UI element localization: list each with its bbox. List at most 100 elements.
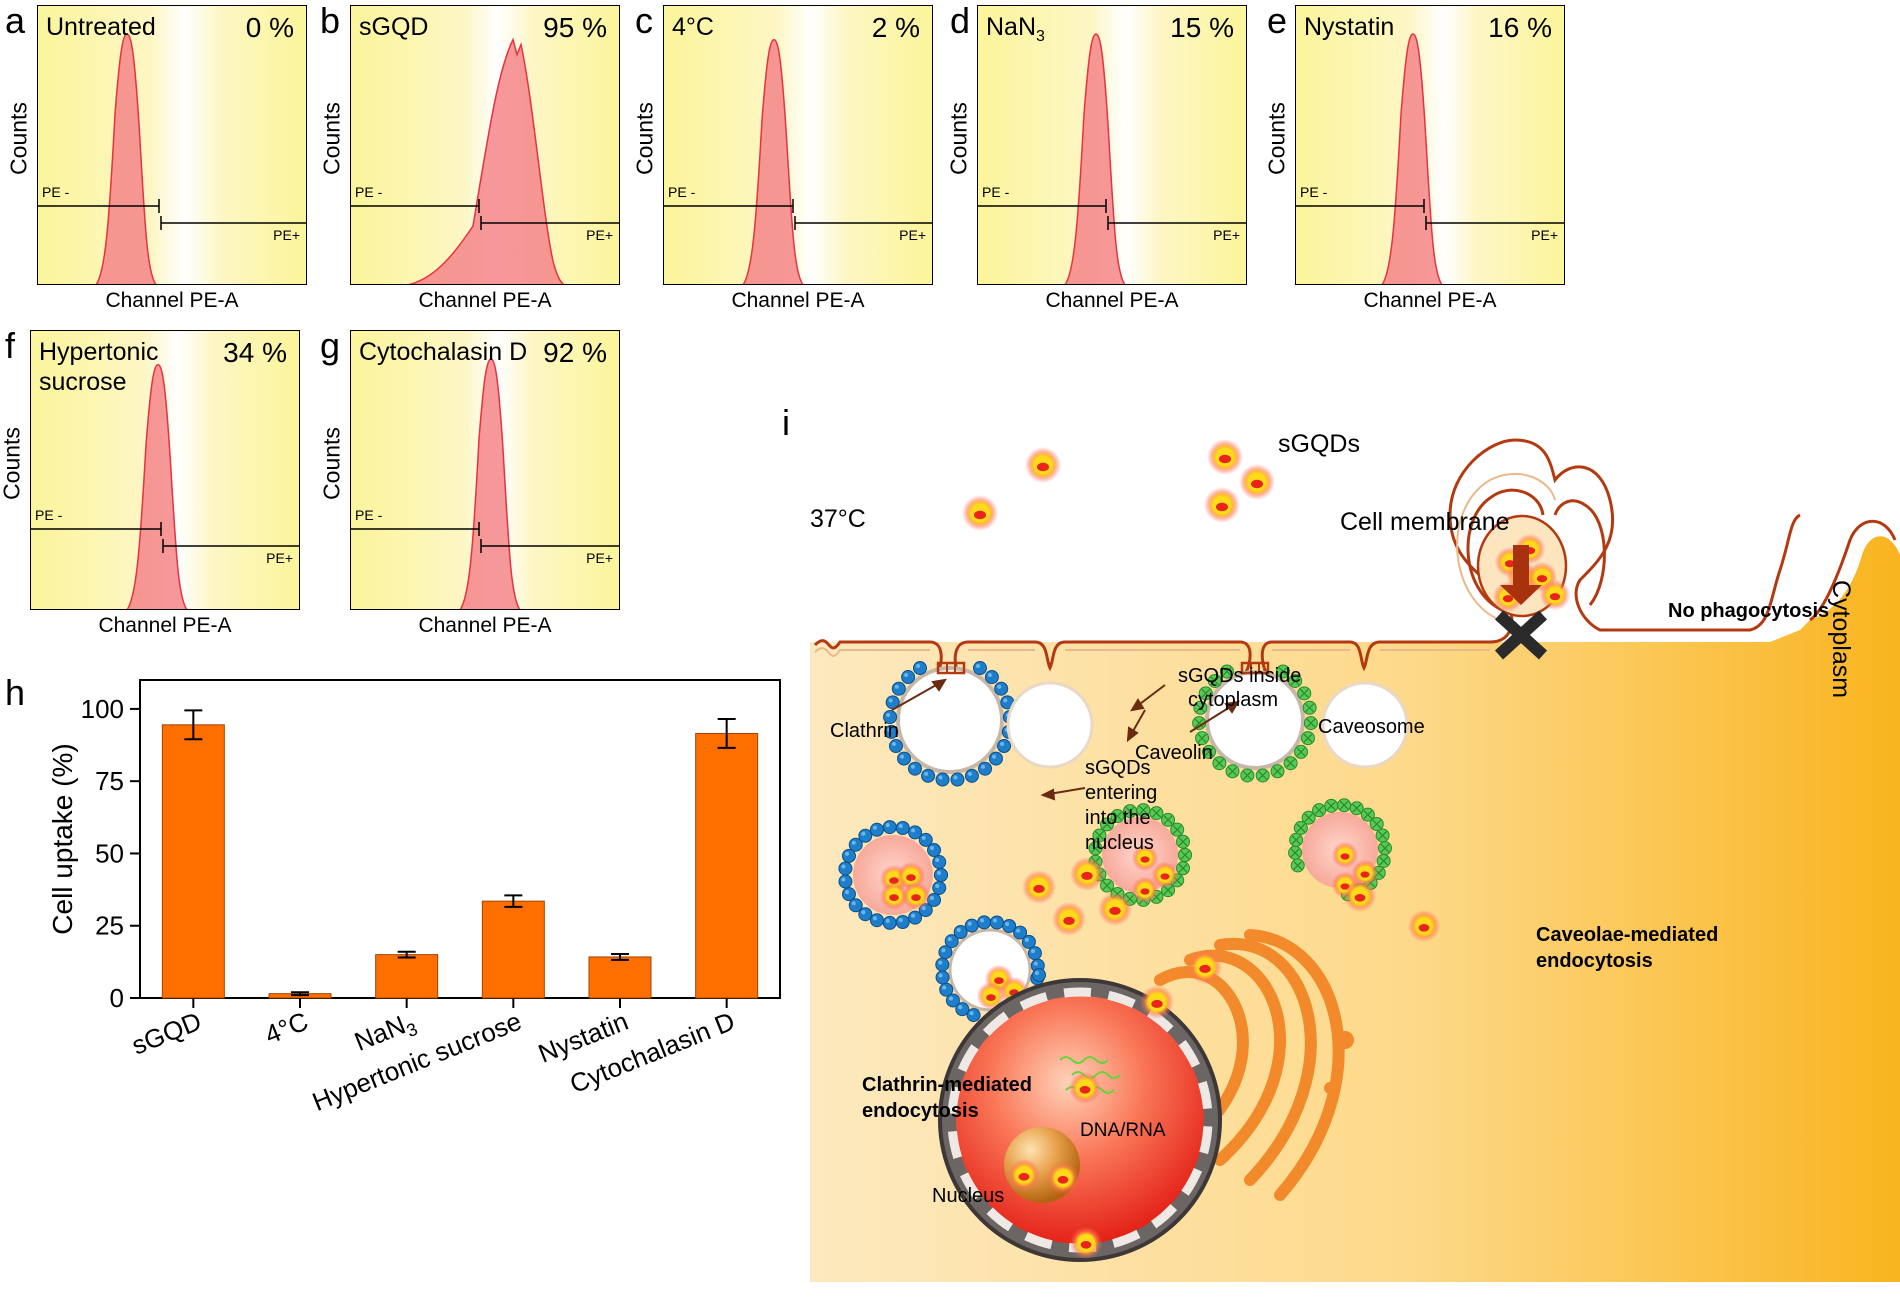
histogram-c: 4°C 2 % PE - PE+ xyxy=(663,5,933,285)
x-tick-label: sGQD xyxy=(127,1006,205,1061)
positive-percent: 95 % xyxy=(543,12,607,43)
histogram-y-label: Counts xyxy=(318,427,345,500)
gate-positive-label: PE+ xyxy=(586,550,613,566)
sgqd-dot xyxy=(1021,869,1057,905)
gate-negative-label: PE - xyxy=(355,507,383,523)
clathrin-bead xyxy=(907,761,922,776)
gate-positive-label: PE+ xyxy=(586,227,613,243)
nuclear-envelope-segment xyxy=(1112,1229,1141,1248)
clathrin-bead xyxy=(935,970,950,985)
clathrin-bead xyxy=(939,982,954,997)
bar-0 xyxy=(161,724,225,999)
nuclear-envelope-segment xyxy=(960,1172,982,1200)
clathrin-bead xyxy=(978,761,993,776)
nuclear-envelope-segment xyxy=(1181,1167,1203,1196)
golgi-apparatus xyxy=(1154,929,1354,1201)
y-tick-label: 50 xyxy=(95,838,124,868)
sgqd-dot xyxy=(962,495,998,531)
x-tick-label: Hypertonic sucrose xyxy=(308,1006,526,1117)
histogram-g: Cytochalasin D 92 % PE - PE+ xyxy=(350,330,620,610)
gate-positive-label: PE+ xyxy=(1531,227,1558,243)
histogram-y-label: Counts xyxy=(945,102,972,175)
nuclear-envelope-segment xyxy=(1063,987,1092,998)
condition-label: sGQD xyxy=(359,12,428,42)
caveolin-bead xyxy=(1088,841,1103,856)
nuclear-envelope-segment xyxy=(1199,1126,1213,1155)
histogram-x-label: Channel PE-A xyxy=(105,289,239,312)
gate-positive-line xyxy=(1107,216,1246,230)
histogram-y-label: Counts xyxy=(5,102,32,175)
histogram-y-label: Counts xyxy=(318,102,345,175)
positive-percent: 34 % xyxy=(223,337,287,368)
positive-percent: 0 % xyxy=(245,12,294,43)
y-tick-label: 75 xyxy=(95,766,124,796)
histogram-y-label: Counts xyxy=(0,427,25,500)
clathrin-bead xyxy=(950,772,965,787)
clathrin-bead xyxy=(897,751,912,766)
caveolin-bead xyxy=(1193,700,1208,715)
clathrin-bead xyxy=(884,724,899,739)
gate-negative-label: PE - xyxy=(42,184,70,200)
gate-negative-line xyxy=(351,199,480,213)
caveolin-bead xyxy=(1136,803,1151,818)
condition-label: NaN3 xyxy=(986,12,1045,52)
histogram-peak xyxy=(95,33,157,284)
caveolae-vesicle xyxy=(1287,798,1393,902)
sgqd-dot xyxy=(1539,579,1571,611)
clathrin-bead xyxy=(869,822,884,837)
gate-positive-label: PE+ xyxy=(1213,227,1240,243)
histogram-a: Untreated 0 % PE - PE+ xyxy=(37,5,307,285)
clathrin-bead xyxy=(997,739,1012,754)
clathrin-bead xyxy=(838,861,853,876)
gate-positive-label: PE+ xyxy=(266,550,293,566)
condition-subscript: 3 xyxy=(1036,28,1045,45)
gate-negative-line xyxy=(351,522,480,536)
clathrin-bead xyxy=(921,768,936,783)
histogram-peak xyxy=(408,37,565,284)
nuclear-envelope-segment xyxy=(1107,990,1136,1009)
caveolin-bead xyxy=(1297,686,1312,701)
caveolin-bead xyxy=(1240,768,1255,783)
condition-label: Hypertonic sucrose xyxy=(39,337,159,397)
clathrin-bead xyxy=(927,843,942,858)
caveolin-pit xyxy=(1191,661,1319,783)
clathrin-bead xyxy=(935,772,950,787)
y-axis-label: Cell uptake (%) xyxy=(47,743,78,934)
nuclear-envelope-segment xyxy=(1197,1080,1212,1110)
gate-negative-line xyxy=(664,199,794,213)
condition-label: Nystatin xyxy=(1304,12,1394,42)
error-bar-4 xyxy=(611,953,629,961)
clathrin-bead xyxy=(882,820,897,835)
sgqd-dot xyxy=(1046,1161,1080,1195)
caveolin-bead xyxy=(1219,664,1235,679)
caveolin-bead xyxy=(1201,744,1217,760)
histogram-x-label: Channel PE-A xyxy=(418,289,552,312)
sgqd-dot xyxy=(1025,447,1061,483)
clathrin-bead xyxy=(989,915,1004,930)
caveolin-bead xyxy=(1369,816,1384,832)
nuclear-envelope-segment xyxy=(948,1130,963,1160)
caveolin-bead xyxy=(1194,731,1210,746)
clathrin-bead xyxy=(964,768,979,783)
caveolin-bead xyxy=(1289,832,1304,848)
annotation-arrows xyxy=(891,678,1240,801)
clathrin-pit xyxy=(883,661,1017,787)
sgqd-dot xyxy=(1204,487,1240,523)
gate-negative-label: PE - xyxy=(35,507,63,523)
panel-letter-g: g xyxy=(320,325,341,366)
nuclear-envelope-segment xyxy=(1019,992,1048,1011)
condition-text: Untreated xyxy=(46,13,156,41)
caveolin-bead xyxy=(1293,744,1309,760)
gate-negative-label: PE - xyxy=(668,184,696,200)
clathrin-bead xyxy=(908,910,923,925)
caveolin-bead xyxy=(1225,764,1240,779)
sgqd-dot xyxy=(1139,984,1175,1020)
clathrin-bead xyxy=(964,918,979,933)
caveolin-bead xyxy=(1255,768,1270,783)
histogram-x-label: Channel PE-A xyxy=(1363,289,1497,312)
nuclear-envelope-segment xyxy=(986,1207,1014,1232)
histogram-x-label: Channel PE-A xyxy=(418,614,552,637)
clathrin-bead xyxy=(935,957,950,972)
y-tick-label: 100 xyxy=(81,694,124,724)
